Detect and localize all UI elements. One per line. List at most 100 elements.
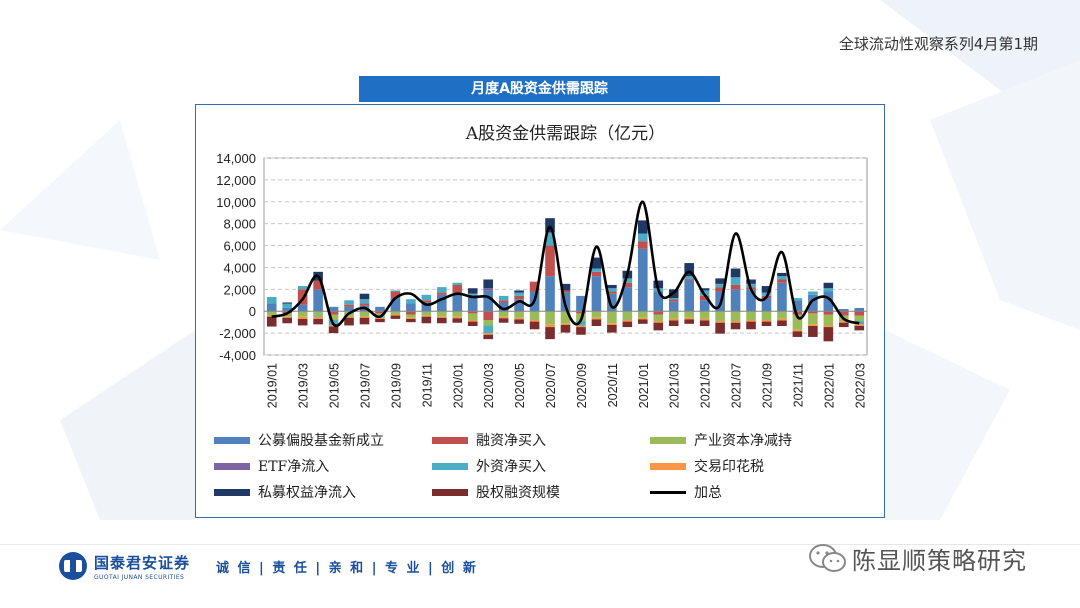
bar-segment xyxy=(282,316,292,318)
bar-segment xyxy=(668,301,679,312)
bar-segment xyxy=(498,318,509,323)
bar-segment xyxy=(622,311,633,320)
y-tick-label: -2,000 xyxy=(219,326,256,341)
x-tick-label: 2019/09 xyxy=(389,363,403,408)
legend-color-swatch xyxy=(214,488,250,496)
legend-item: 交易印花税 xyxy=(650,456,764,476)
brand-block: 国泰君安证券 GUOTAI JUNAN SECURITIES xyxy=(58,551,190,581)
footer-divider xyxy=(0,544,1080,545)
bar-segment xyxy=(777,282,787,312)
bar-segment xyxy=(359,299,370,304)
bar-segment xyxy=(514,311,524,318)
bar-segment xyxy=(823,325,834,328)
bar-segment xyxy=(715,283,725,288)
brand-name: 国泰君安证券 xyxy=(94,553,191,572)
bar-segment xyxy=(746,321,756,330)
bar-segment xyxy=(622,278,633,283)
bar-segment xyxy=(823,311,834,315)
legend-label: 私募权益净流入 xyxy=(258,485,356,501)
legend-label: 产业资本净减持 xyxy=(694,433,792,449)
bar-segment xyxy=(390,298,401,312)
bar-segment xyxy=(452,311,463,317)
company-motto: 诚 信 | 责 任 | 亲 和 | 专 业 | 创 新 xyxy=(216,561,478,576)
x-tick-label: 2019/11 xyxy=(420,363,434,407)
x-tick-label: 2020/11 xyxy=(606,363,620,407)
bar-segment xyxy=(715,278,725,284)
bar-segment xyxy=(591,319,602,326)
legend-color-swatch xyxy=(432,436,468,444)
x-tick-label: 2019/05 xyxy=(328,363,342,408)
bar-segment xyxy=(854,307,865,312)
x-tick-label: 2019/03 xyxy=(297,363,311,408)
bar-segment xyxy=(344,316,354,318)
x-tick-label: 2022/03 xyxy=(853,363,867,408)
bar-segment xyxy=(607,288,617,292)
legend-item: 私募权益净流入 xyxy=(214,482,356,502)
section-banner: 月度A股资金供需跟踪 xyxy=(359,76,720,102)
bar-segment xyxy=(684,280,694,312)
bar-segment xyxy=(359,316,370,318)
bar-segment xyxy=(467,293,478,295)
x-tick-label: 2021/11 xyxy=(791,363,805,407)
bar-segment xyxy=(777,320,787,326)
x-tick-label: 2022/01 xyxy=(822,363,836,408)
bar-segment xyxy=(452,292,463,312)
bar-segment xyxy=(437,292,447,295)
x-tick-label: 2020/03 xyxy=(482,363,496,408)
bar-segment xyxy=(684,263,694,277)
bar-segment xyxy=(684,317,694,320)
bar-segment xyxy=(297,304,308,312)
bar-segment xyxy=(730,322,741,330)
legend-item: 产业资本净减持 xyxy=(650,430,792,450)
bar-segment xyxy=(375,306,385,312)
bar-segment xyxy=(483,319,493,326)
bar-segment xyxy=(359,317,370,325)
bar-segment xyxy=(808,324,818,326)
bar-segment xyxy=(437,316,447,318)
bar-segment xyxy=(560,324,571,333)
wechat-watermark: 陈显顺策略研究 xyxy=(808,541,1027,576)
bar-segment xyxy=(437,294,447,312)
bar-segment xyxy=(560,290,571,293)
x-tick-label: 2021/03 xyxy=(668,363,682,408)
bar-segment xyxy=(668,298,679,300)
bar-segment xyxy=(638,233,648,242)
x-tick-label: 2019/07 xyxy=(359,363,373,408)
bar-segment xyxy=(653,314,664,322)
wechat-icon xyxy=(809,543,846,572)
bar-segment xyxy=(421,300,432,303)
bar-segment xyxy=(638,220,648,234)
bar-segment xyxy=(406,317,416,319)
bar-segment xyxy=(297,286,308,290)
bar-segment xyxy=(746,283,756,288)
bar-segment xyxy=(406,303,416,312)
x-tick-label: 2019/01 xyxy=(266,363,280,408)
bar-segment xyxy=(808,313,818,325)
bar-segment xyxy=(421,316,432,324)
legend-line-swatch xyxy=(650,490,686,494)
legend-color-swatch xyxy=(432,462,468,470)
brand-logo-icon xyxy=(59,552,87,580)
bar-segment xyxy=(607,311,617,324)
wechat-account-name: 陈显顺策略研究 xyxy=(852,547,1027,575)
bar-segment xyxy=(761,321,772,326)
bar-segment xyxy=(638,241,648,249)
bar-segment xyxy=(823,314,834,326)
bar-segment xyxy=(359,293,370,300)
bar-segment xyxy=(699,318,710,321)
bar-segment xyxy=(746,319,756,322)
bar-segment xyxy=(282,307,292,312)
bar-segment xyxy=(545,311,555,325)
bar-segment xyxy=(777,311,787,319)
bar-segment xyxy=(699,311,710,319)
bar-segment xyxy=(746,311,756,320)
legend-item: 加总 xyxy=(650,482,722,502)
bar-segment xyxy=(607,291,617,294)
bar-segment xyxy=(638,317,648,320)
legend-label: ETF净流入 xyxy=(258,459,330,475)
bar-segment xyxy=(777,318,787,321)
bar-segment xyxy=(746,279,756,284)
bar-segment xyxy=(668,299,679,302)
bar-segment xyxy=(715,287,725,292)
bar-segment xyxy=(808,311,818,314)
